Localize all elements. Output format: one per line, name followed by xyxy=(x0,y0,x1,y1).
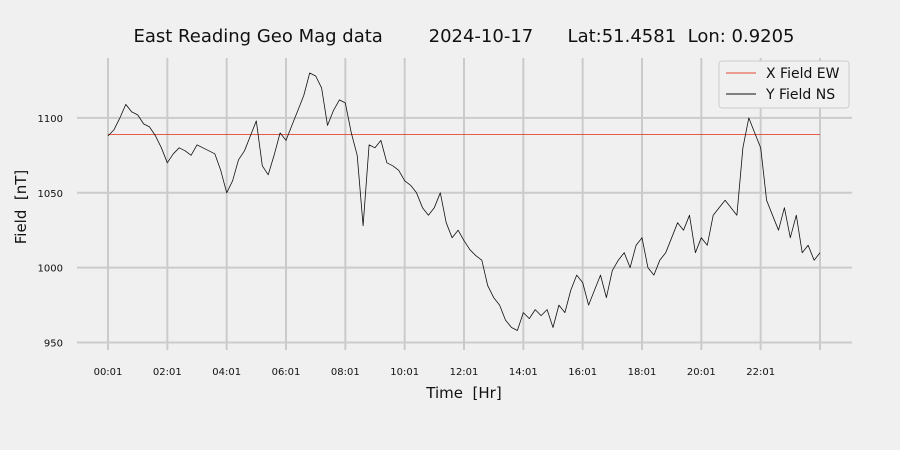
y-axis-title: Field [nT] xyxy=(12,170,30,245)
x-tick-label: 16:01 xyxy=(568,367,597,378)
x-tick-label: 12:01 xyxy=(450,367,479,378)
x-tick-label: 00:01 xyxy=(94,367,123,378)
x-tick-label: 14:01 xyxy=(509,367,538,378)
legend: X Field EW Y Field NS xyxy=(718,60,850,109)
series-layer xyxy=(107,72,821,331)
x-tick-label: 10:01 xyxy=(390,367,419,378)
x-tick-label: 08:01 xyxy=(331,367,360,378)
y-tick-label: 1000 xyxy=(38,264,63,275)
x-tick-label: 22:01 xyxy=(746,367,775,378)
y-tick-label: 1100 xyxy=(38,114,63,125)
x-axis-title: Time [Hr] xyxy=(425,384,501,402)
x-tick-label: 18:01 xyxy=(628,367,657,378)
chart-title: East Reading Geo Mag data 2024-10-17 Lat… xyxy=(133,26,794,47)
x-tick-label: 06:01 xyxy=(272,367,301,378)
legend-label-x-field: X Field EW xyxy=(766,66,840,82)
legend-label-y-field: Y Field NS xyxy=(765,87,835,103)
y-tick-labels: 950 1000 1050 1100 xyxy=(38,114,63,350)
x-tick-label: 02:01 xyxy=(153,367,182,378)
x-tick-label: 04:01 xyxy=(212,367,241,378)
x-grid xyxy=(107,58,821,350)
y-grid xyxy=(77,116,852,344)
series-line-y-field-ns xyxy=(107,72,821,331)
x-tick-labels: 00:01 02:01 04:01 06:01 08:01 10:01 12:01 14:01… xyxy=(94,367,775,378)
y-tick-label: 950 xyxy=(44,339,63,350)
y-tick-label: 1050 xyxy=(38,189,63,200)
x-tick-label: 20:01 xyxy=(687,367,716,378)
